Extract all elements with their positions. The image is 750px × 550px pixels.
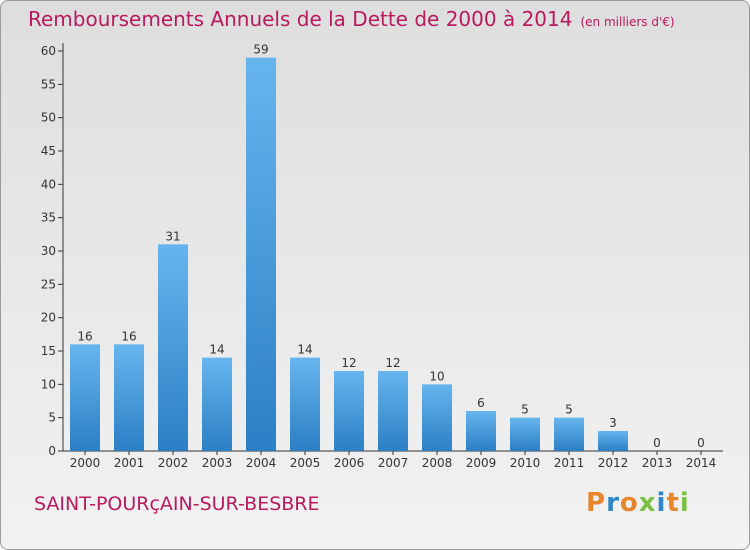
x-tick-label: 2009 xyxy=(466,456,497,470)
logo-letter: t xyxy=(666,488,680,518)
x-tick-label: 2010 xyxy=(510,456,541,470)
x-tick-label: 2000 xyxy=(70,456,101,470)
y-tick-label: 45 xyxy=(41,144,56,158)
bar xyxy=(70,344,100,451)
chart-title: Remboursements Annuels de la Dette de 20… xyxy=(28,7,573,31)
commune-name: SAINT-POURçAIN-SUR-BESBRE xyxy=(34,493,320,515)
x-tick-label: 2006 xyxy=(334,456,365,470)
x-tick-label: 2007 xyxy=(378,456,409,470)
x-tick-label: 2011 xyxy=(554,456,585,470)
y-tick-label: 55 xyxy=(41,77,56,91)
y-tick-label: 5 xyxy=(48,411,56,425)
data-label: 3 xyxy=(609,416,617,430)
logo-letter: i xyxy=(656,488,667,518)
y-tick-label: 20 xyxy=(41,311,56,325)
x-tick-label: 2008 xyxy=(422,456,453,470)
logo-letter: i xyxy=(679,488,690,518)
bar xyxy=(554,417,584,451)
chart-unit: (en milliers d'€) xyxy=(580,15,675,29)
x-tick-label: 2013 xyxy=(642,456,673,470)
data-label: 59 xyxy=(253,43,268,57)
data-label: 14 xyxy=(297,343,312,357)
data-label: 12 xyxy=(341,356,356,370)
bar xyxy=(290,357,320,451)
logo-letter: P xyxy=(586,488,607,518)
x-tick-label: 2001 xyxy=(114,456,145,470)
proxiti-logo: Proxiti xyxy=(586,488,690,518)
x-tick-label: 2002 xyxy=(158,456,189,470)
x-tick-label: 2014 xyxy=(686,456,717,470)
y-tick-label: 25 xyxy=(41,277,56,291)
bar xyxy=(378,371,408,451)
plot-area: 0510152025303540455055602000162001162002… xyxy=(41,43,723,470)
bar xyxy=(334,371,364,451)
bar xyxy=(422,384,452,451)
logo-letter: o xyxy=(619,488,639,518)
title-row: Remboursements Annuels de la Dette de 20… xyxy=(28,7,675,31)
bar xyxy=(202,357,232,451)
bar xyxy=(598,431,628,451)
x-tick-label: 2003 xyxy=(202,456,233,470)
x-tick-label: 2005 xyxy=(290,456,321,470)
data-label: 31 xyxy=(165,229,180,243)
bar xyxy=(466,411,496,451)
data-label: 12 xyxy=(385,356,400,370)
logo-letter: x xyxy=(638,488,657,518)
data-label: 5 xyxy=(521,403,529,417)
data-label: 16 xyxy=(77,329,92,343)
y-tick-label: 60 xyxy=(41,44,56,58)
bar xyxy=(246,57,276,452)
y-tick-label: 35 xyxy=(41,211,56,225)
data-label: 0 xyxy=(653,436,661,450)
y-tick-label: 30 xyxy=(41,244,56,258)
logo-letter: r xyxy=(606,488,620,518)
data-label: 5 xyxy=(565,403,573,417)
x-tick-label: 2012 xyxy=(598,456,629,470)
data-label: 10 xyxy=(429,369,444,383)
y-tick-label: 0 xyxy=(48,444,56,458)
bar xyxy=(114,344,144,451)
data-label: 16 xyxy=(121,329,136,343)
data-label: 6 xyxy=(477,396,485,410)
y-tick-label: 40 xyxy=(41,177,56,191)
data-label: 14 xyxy=(209,343,224,357)
x-tick-label: 2004 xyxy=(246,456,277,470)
bar xyxy=(510,417,540,451)
y-tick-label: 10 xyxy=(41,377,56,391)
data-label: 0 xyxy=(697,436,705,450)
y-tick-label: 50 xyxy=(41,111,56,125)
y-tick-label: 15 xyxy=(41,344,56,358)
bar xyxy=(158,244,188,451)
